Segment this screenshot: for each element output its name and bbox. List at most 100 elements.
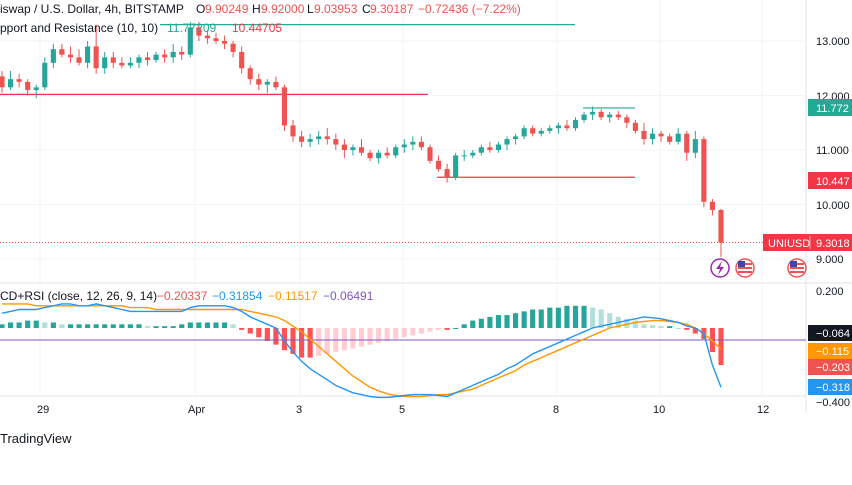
candle[interactable] bbox=[85, 46, 91, 63]
candle[interactable] bbox=[341, 144, 347, 150]
candle[interactable] bbox=[102, 57, 108, 69]
candlestick-series[interactable] bbox=[0, 21, 724, 257]
candle[interactable] bbox=[590, 111, 596, 115]
histogram-bar bbox=[196, 322, 202, 328]
candle[interactable] bbox=[581, 114, 587, 121]
us-flag-icon[interactable] bbox=[735, 258, 755, 278]
candle[interactable] bbox=[504, 139, 510, 145]
histogram-bar bbox=[504, 315, 510, 328]
candle[interactable] bbox=[367, 152, 373, 159]
candle[interactable] bbox=[410, 141, 416, 145]
candle[interactable] bbox=[93, 46, 99, 69]
candle[interactable] bbox=[196, 27, 202, 36]
candle[interactable] bbox=[290, 125, 296, 137]
candle[interactable] bbox=[264, 81, 270, 85]
candle[interactable] bbox=[136, 57, 142, 63]
candle[interactable] bbox=[470, 152, 476, 156]
candle[interactable] bbox=[453, 155, 459, 178]
candle[interactable] bbox=[307, 139, 313, 142]
candle[interactable] bbox=[649, 133, 656, 140]
candle[interactable] bbox=[76, 57, 82, 63]
candle[interactable] bbox=[495, 144, 502, 150]
candle[interactable] bbox=[299, 136, 305, 142]
time-axis[interactable]: 29 Apr 3 5 8 10 12 bbox=[37, 404, 769, 416]
candle[interactable] bbox=[444, 169, 450, 178]
candle[interactable] bbox=[25, 81, 31, 91]
macd-indicator-label[interactable]: CD+RSI (close, 12, 26, 9, 14) bbox=[0, 289, 157, 303]
tradingview-logo[interactable]: TradingView bbox=[0, 431, 72, 446]
candle[interactable] bbox=[110, 57, 116, 63]
candle[interactable] bbox=[572, 120, 579, 129]
candle[interactable] bbox=[461, 155, 467, 157]
candle[interactable] bbox=[547, 128, 553, 131]
candle[interactable] bbox=[530, 128, 536, 134]
candle[interactable] bbox=[598, 111, 604, 118]
candle[interactable] bbox=[718, 209, 724, 243]
candle[interactable] bbox=[221, 41, 228, 44]
candle[interactable] bbox=[153, 54, 159, 61]
candle[interactable] bbox=[281, 87, 288, 126]
candle[interactable] bbox=[324, 136, 330, 140]
candle[interactable] bbox=[187, 27, 193, 55]
candle[interactable] bbox=[67, 54, 74, 58]
candle[interactable] bbox=[316, 136, 322, 140]
candle[interactable] bbox=[564, 125, 570, 129]
candle[interactable] bbox=[247, 68, 253, 80]
candle[interactable] bbox=[641, 130, 647, 140]
candle[interactable] bbox=[119, 62, 125, 66]
candle[interactable] bbox=[615, 114, 621, 118]
candle[interactable] bbox=[273, 81, 279, 88]
candle[interactable] bbox=[42, 62, 48, 88]
macd-axis[interactable]: 0.200 −0.400 −0.064 −0.115 −0.203 −0.318 bbox=[808, 286, 852, 409]
candle[interactable] bbox=[50, 49, 56, 63]
candle[interactable] bbox=[418, 141, 424, 148]
candle[interactable] bbox=[487, 147, 493, 150]
candle[interactable] bbox=[667, 136, 673, 142]
candle[interactable] bbox=[607, 114, 613, 118]
candle[interactable] bbox=[701, 139, 707, 202]
candle[interactable] bbox=[709, 201, 716, 210]
signal-line[interactable] bbox=[2, 303, 722, 398]
candle[interactable] bbox=[513, 136, 519, 140]
candle[interactable] bbox=[16, 79, 22, 82]
candle[interactable] bbox=[213, 38, 219, 41]
candle[interactable] bbox=[555, 125, 561, 129]
candle[interactable] bbox=[0, 76, 5, 88]
candle[interactable] bbox=[692, 139, 698, 153]
candle[interactable] bbox=[358, 147, 365, 153]
candle[interactable] bbox=[333, 139, 339, 145]
candle[interactable] bbox=[144, 57, 151, 61]
candle[interactable] bbox=[7, 79, 14, 88]
indicator-sr-label[interactable]: pport and Resistance (10, 10) bbox=[0, 21, 158, 35]
candle[interactable] bbox=[538, 130, 544, 134]
candle[interactable] bbox=[684, 133, 690, 153]
candle[interactable] bbox=[401, 144, 407, 148]
candle[interactable] bbox=[33, 87, 39, 91]
candle[interactable] bbox=[624, 117, 630, 123]
candle[interactable] bbox=[376, 152, 382, 159]
macd-line[interactable] bbox=[1, 303, 722, 399]
price-axis[interactable]: 13.000 12.000 11.000 10.000 9.000 bbox=[816, 36, 850, 266]
candle[interactable] bbox=[478, 147, 484, 153]
candle[interactable] bbox=[427, 147, 433, 161]
candle[interactable] bbox=[350, 147, 356, 150]
candle[interactable] bbox=[384, 152, 390, 156]
candle[interactable] bbox=[675, 133, 681, 142]
candle[interactable] bbox=[162, 54, 168, 58]
histogram-bar bbox=[144, 326, 151, 328]
candle[interactable] bbox=[204, 35, 210, 39]
candle[interactable] bbox=[435, 160, 442, 170]
candle[interactable] bbox=[658, 133, 664, 137]
candle[interactable] bbox=[632, 122, 638, 131]
candle[interactable] bbox=[230, 43, 236, 52]
us-flag-icon[interactable] bbox=[787, 258, 807, 278]
candle[interactable] bbox=[127, 62, 133, 66]
events[interactable] bbox=[710, 258, 807, 278]
candle[interactable] bbox=[521, 128, 527, 137]
candle[interactable] bbox=[256, 79, 262, 85]
candle[interactable] bbox=[179, 51, 185, 55]
candle[interactable] bbox=[59, 49, 65, 55]
candle[interactable] bbox=[239, 51, 245, 69]
candle[interactable] bbox=[170, 51, 176, 58]
candle[interactable] bbox=[393, 147, 399, 156]
